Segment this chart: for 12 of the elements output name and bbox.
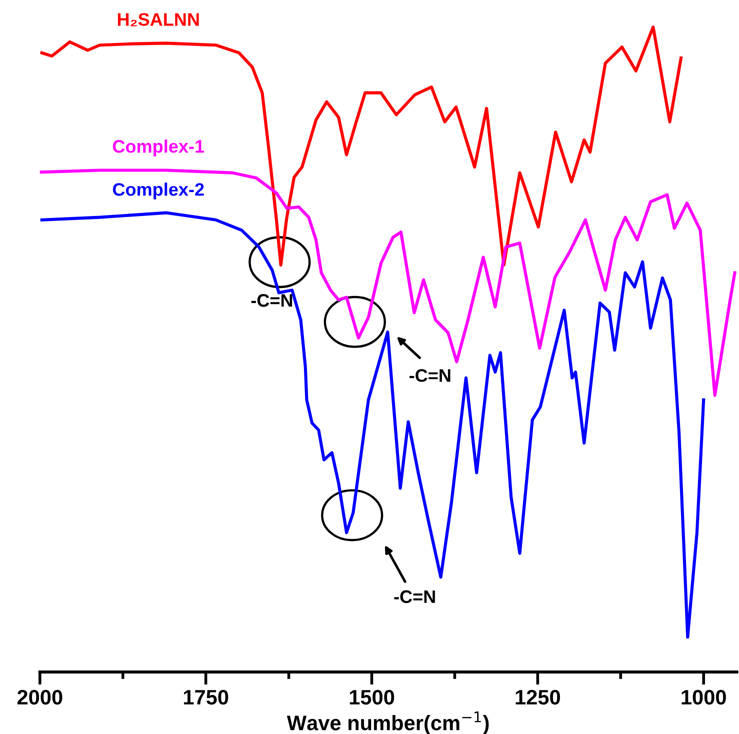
- annotation: -C=N: [394, 590, 435, 604]
- x-tick-label: 2000: [17, 690, 62, 705]
- x-axis-title: Wave number(cm$^{−1}$): [286, 712, 489, 734]
- x-tick-label: 1000: [682, 690, 726, 705]
- series-label: Complex-1: [112, 140, 204, 156]
- series-label: H₂SALNN: [118, 13, 199, 26]
- series-label: Complex-2: [112, 182, 204, 200]
- annotation: -C=N: [251, 294, 292, 307]
- x-tick-label: 1250: [516, 690, 560, 705]
- x-tick-label: 1500: [350, 690, 394, 705]
- annotation: -C=N: [410, 369, 450, 382]
- x-tick-label: 1750: [184, 690, 228, 705]
